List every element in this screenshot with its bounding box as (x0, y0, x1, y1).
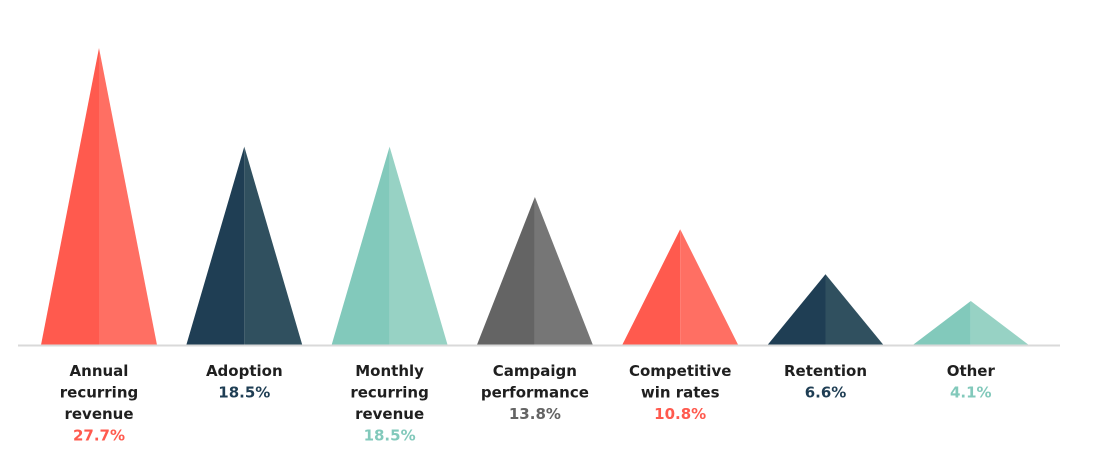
category-label-annual-recurring-revenue: revenue (64, 405, 133, 423)
triangle-left-face (186, 146, 245, 345)
value-label-retention: 6.6% (805, 384, 847, 402)
triangle-mark-competitive-win-rates (622, 229, 739, 345)
value-label-competitive-win-rates: 10.8% (654, 405, 706, 423)
category-label-adoption: Adoption (206, 362, 283, 380)
triangle-right-face (99, 48, 157, 345)
category-label-annual-recurring-revenue: Annual (70, 362, 129, 380)
category-label-monthly-recurring-revenue: recurring (350, 384, 429, 402)
category-label-retention: Retention (784, 362, 867, 380)
category-label-monthly-recurring-revenue: Monthly (355, 362, 424, 380)
triangle-right-face (389, 146, 448, 345)
chart-labels: Annual recurring revenue 27.7% Adoption 18.5%… (60, 362, 996, 445)
triangle-mark-campaign-performance (476, 197, 593, 345)
triangle-right-face (825, 274, 884, 345)
category-label-other: Other (947, 362, 996, 380)
category-label-competitive-win-rates: win rates (641, 384, 720, 402)
triangle-left-face (622, 229, 681, 345)
triangle-left-face (767, 274, 826, 345)
value-label-other: 4.1% (950, 384, 992, 402)
category-label-campaign-performance: Campaign (493, 362, 577, 380)
triangle-right-face (244, 146, 303, 345)
triangle-left-face (331, 146, 390, 345)
triangle-mark-other (912, 301, 1029, 345)
value-label-adoption: 18.5% (218, 384, 270, 402)
value-label-annual-recurring-revenue: 27.7% (73, 427, 125, 445)
triangle-right-face (534, 197, 593, 345)
category-label-monthly-recurring-revenue: revenue (355, 405, 424, 423)
category-label-competitive-win-rates: Competitive (629, 362, 731, 380)
triangle-right-face (680, 229, 739, 345)
category-label-annual-recurring-revenue: recurring (60, 384, 139, 402)
triangle-left-face (476, 197, 535, 345)
triangle-mark-adoption (186, 146, 303, 345)
value-label-monthly-recurring-revenue: 18.5% (364, 427, 416, 445)
triangle-mark-annual-recurring-revenue (41, 48, 157, 345)
triangle-left-face (41, 48, 99, 345)
value-label-campaign-performance: 13.8% (509, 405, 561, 423)
chart-marks (41, 48, 1029, 345)
triangle-mark-retention (767, 274, 884, 345)
triangle-mark-monthly-recurring-revenue (331, 146, 448, 345)
triangle-right-face (970, 301, 1029, 345)
category-label-campaign-performance: performance (481, 384, 589, 402)
triangle-left-face (912, 301, 971, 345)
